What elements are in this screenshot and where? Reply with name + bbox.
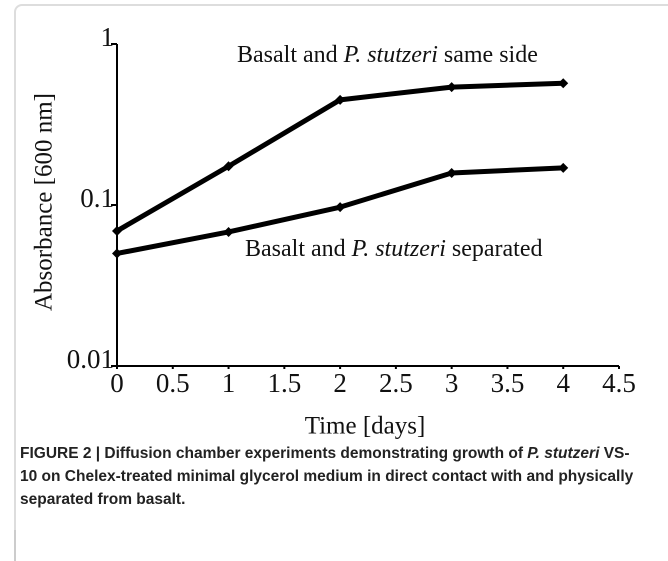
data-point — [558, 162, 569, 173]
x-tick-label: 3.5 — [491, 368, 525, 398]
x-tick-label: 0 — [110, 368, 124, 398]
data-point — [335, 94, 346, 105]
series-label: Basalt and P. stutzeri same side — [237, 42, 538, 68]
y-tick-label: 1 — [101, 22, 115, 52]
x-tick-label: 1 — [222, 368, 236, 398]
series-label-part: Basalt and — [245, 236, 346, 262]
series-label-part: same side — [444, 42, 538, 68]
x-tick-label: 1.5 — [267, 368, 301, 398]
caption-text: VS-10 on Chelex-treated minimal glycerol… — [20, 445, 634, 508]
x-tick-label: 2.5 — [379, 368, 413, 398]
series-label-part: P. stutzeri — [351, 236, 446, 262]
data-point — [112, 248, 122, 259]
caption-rule — [14, 530, 16, 561]
caption: FIGURE 2 | Diffusion chamber experiments… — [20, 442, 645, 511]
data-point — [335, 202, 346, 213]
y-tick-label: 0.1 — [80, 183, 114, 213]
data-point — [446, 82, 457, 93]
data-point — [446, 168, 457, 179]
x-axis-title: Time [days] — [305, 413, 426, 440]
x-tick-label: 4.5 — [602, 368, 636, 398]
caption-text: FIGURE 2 | Diffusion chamber experiments… — [20, 445, 523, 462]
series-label-part: P. stutzeri — [343, 42, 438, 68]
data-point — [112, 225, 122, 236]
data-point — [223, 161, 234, 172]
y-tick-label: 0.01 — [67, 344, 114, 374]
series-label-part: separated — [452, 236, 543, 262]
series-label-part: Basalt and — [237, 42, 338, 68]
x-tick-label: 4 — [556, 368, 570, 398]
y-axis-title: Absorbance [600 nm] — [31, 93, 58, 311]
figure-frame — [14, 4, 668, 561]
x-tick-label: 3 — [445, 368, 459, 398]
caption-italic: P. stutzeri — [527, 445, 600, 462]
x-tick-label: 2 — [333, 368, 347, 398]
x-tick-label: 0.5 — [156, 368, 190, 398]
data-point — [558, 78, 569, 89]
chart: Absorbance [600 nm] Time [days] 0.01 0.1 1… — [31, 22, 636, 440]
data-point — [223, 226, 234, 237]
series-label: Basalt and P. stutzeri separated — [245, 236, 543, 262]
